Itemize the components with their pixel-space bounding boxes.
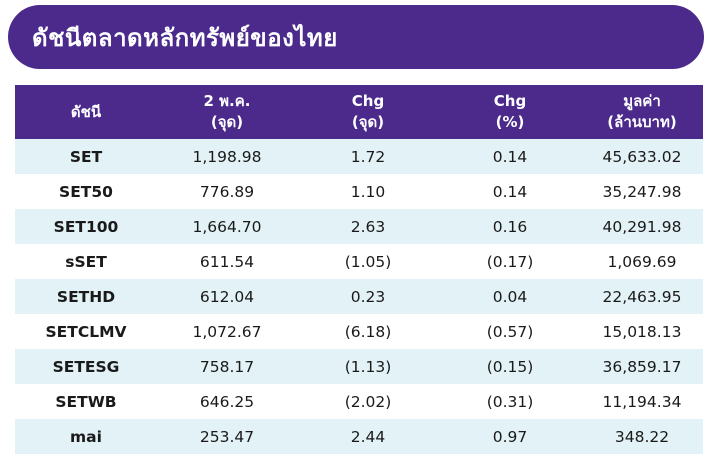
header-label: Chg (493, 92, 527, 110)
table-header: ดัชนี 2 พ.ค. (จุด) Chg (จุด) Chg (%) มูล… (15, 85, 703, 139)
close-cell: 1,198.98 (157, 139, 297, 174)
value-cell: 45,633.02 (581, 139, 703, 174)
chg-percent-cell: 0.14 (439, 174, 581, 209)
header-unit: (จุด) (351, 113, 385, 131)
chg-points-cell: 2.44 (297, 419, 439, 454)
header-unit: (ล้านบาท) (607, 113, 677, 131)
value-cell: 15,018.13 (581, 314, 703, 349)
close-cell: 253.47 (157, 419, 297, 454)
chg-percent-cell: 0.14 (439, 139, 581, 174)
index-name-cell: SETHD (15, 279, 157, 314)
value-cell: 1,069.69 (581, 244, 703, 279)
header-label: Chg (351, 92, 385, 110)
close-cell: 612.04 (157, 279, 297, 314)
chg-points-cell: (6.18) (297, 314, 439, 349)
header-chg-percent: Chg (%) (439, 85, 581, 139)
value-cell: 40,291.98 (581, 209, 703, 244)
index-name-cell: SETWB (15, 384, 157, 419)
value-cell: 35,247.98 (581, 174, 703, 209)
table-body: SET 1,198.98 1.72 0.14 45,633.02 SET50 7… (15, 139, 703, 454)
chg-points-cell: 2.63 (297, 209, 439, 244)
value-cell: 11,194.34 (581, 384, 703, 419)
header-row: ดัชนี 2 พ.ค. (จุด) Chg (จุด) Chg (%) มูล… (15, 85, 703, 139)
header-value: มูลค่า (ล้านบาท) (581, 85, 703, 139)
header-unit: (จุด) (210, 113, 244, 131)
header-label: ดัชนี (70, 102, 102, 121)
index-name-cell: SET100 (15, 209, 157, 244)
chg-percent-cell: (0.57) (439, 314, 581, 349)
table-row: mai 253.47 2.44 0.97 348.22 (15, 419, 703, 454)
index-name-cell: SETCLMV (15, 314, 157, 349)
close-cell: 1,072.67 (157, 314, 297, 349)
index-name-cell: mai (15, 419, 157, 454)
table-row: SETCLMV 1,072.67 (6.18) (0.57) 15,018.13 (15, 314, 703, 349)
chg-percent-cell: 0.16 (439, 209, 581, 244)
chg-points-cell: 1.10 (297, 174, 439, 209)
index-table: ดัชนี 2 พ.ค. (จุด) Chg (จุด) Chg (%) มูล… (15, 85, 703, 454)
header-label: มูลค่า (623, 92, 661, 110)
table-row: sSET 611.54 (1.05) (0.17) 1,069.69 (15, 244, 703, 279)
chg-percent-cell: 0.04 (439, 279, 581, 314)
close-cell: 776.89 (157, 174, 297, 209)
index-name-cell: SETESG (15, 349, 157, 384)
chg-points-cell: 0.23 (297, 279, 439, 314)
index-name-cell: sSET (15, 244, 157, 279)
value-cell: 348.22 (581, 419, 703, 454)
header-close: 2 พ.ค. (จุด) (157, 85, 297, 139)
table-row: SET 1,198.98 1.72 0.14 45,633.02 (15, 139, 703, 174)
close-cell: 1,664.70 (157, 209, 297, 244)
header-unit: (%) (495, 113, 525, 131)
chg-points-cell: (1.05) (297, 244, 439, 279)
index-name-cell: SET (15, 139, 157, 174)
chg-points-cell: (2.02) (297, 384, 439, 419)
table-row: SETESG 758.17 (1.13) (0.15) 36,859.17 (15, 349, 703, 384)
close-cell: 611.54 (157, 244, 297, 279)
close-cell: 646.25 (157, 384, 297, 419)
chg-percent-cell: (0.31) (439, 384, 581, 419)
table-row: SETWB 646.25 (2.02) (0.31) 11,194.34 (15, 384, 703, 419)
table-row: SET50 776.89 1.10 0.14 35,247.98 (15, 174, 703, 209)
header-index: ดัชนี (15, 85, 157, 139)
chg-percent-cell: (0.15) (439, 349, 581, 384)
chg-percent-cell: (0.17) (439, 244, 581, 279)
chg-points-cell: (1.13) (297, 349, 439, 384)
chg-percent-cell: 0.97 (439, 419, 581, 454)
title-banner: ดัชนีตลาดหลักทรัพย์ของไทย (8, 5, 704, 69)
table-row: SET100 1,664.70 2.63 0.16 40,291.98 (15, 209, 703, 244)
value-cell: 36,859.17 (581, 349, 703, 384)
page-title: ดัชนีตลาดหลักทรัพย์ของไทย (32, 23, 338, 52)
chg-points-cell: 1.72 (297, 139, 439, 174)
table-row: SETHD 612.04 0.23 0.04 22,463.95 (15, 279, 703, 314)
header-label: 2 พ.ค. (203, 92, 251, 110)
header-chg-points: Chg (จุด) (297, 85, 439, 139)
value-cell: 22,463.95 (581, 279, 703, 314)
index-name-cell: SET50 (15, 174, 157, 209)
close-cell: 758.17 (157, 349, 297, 384)
